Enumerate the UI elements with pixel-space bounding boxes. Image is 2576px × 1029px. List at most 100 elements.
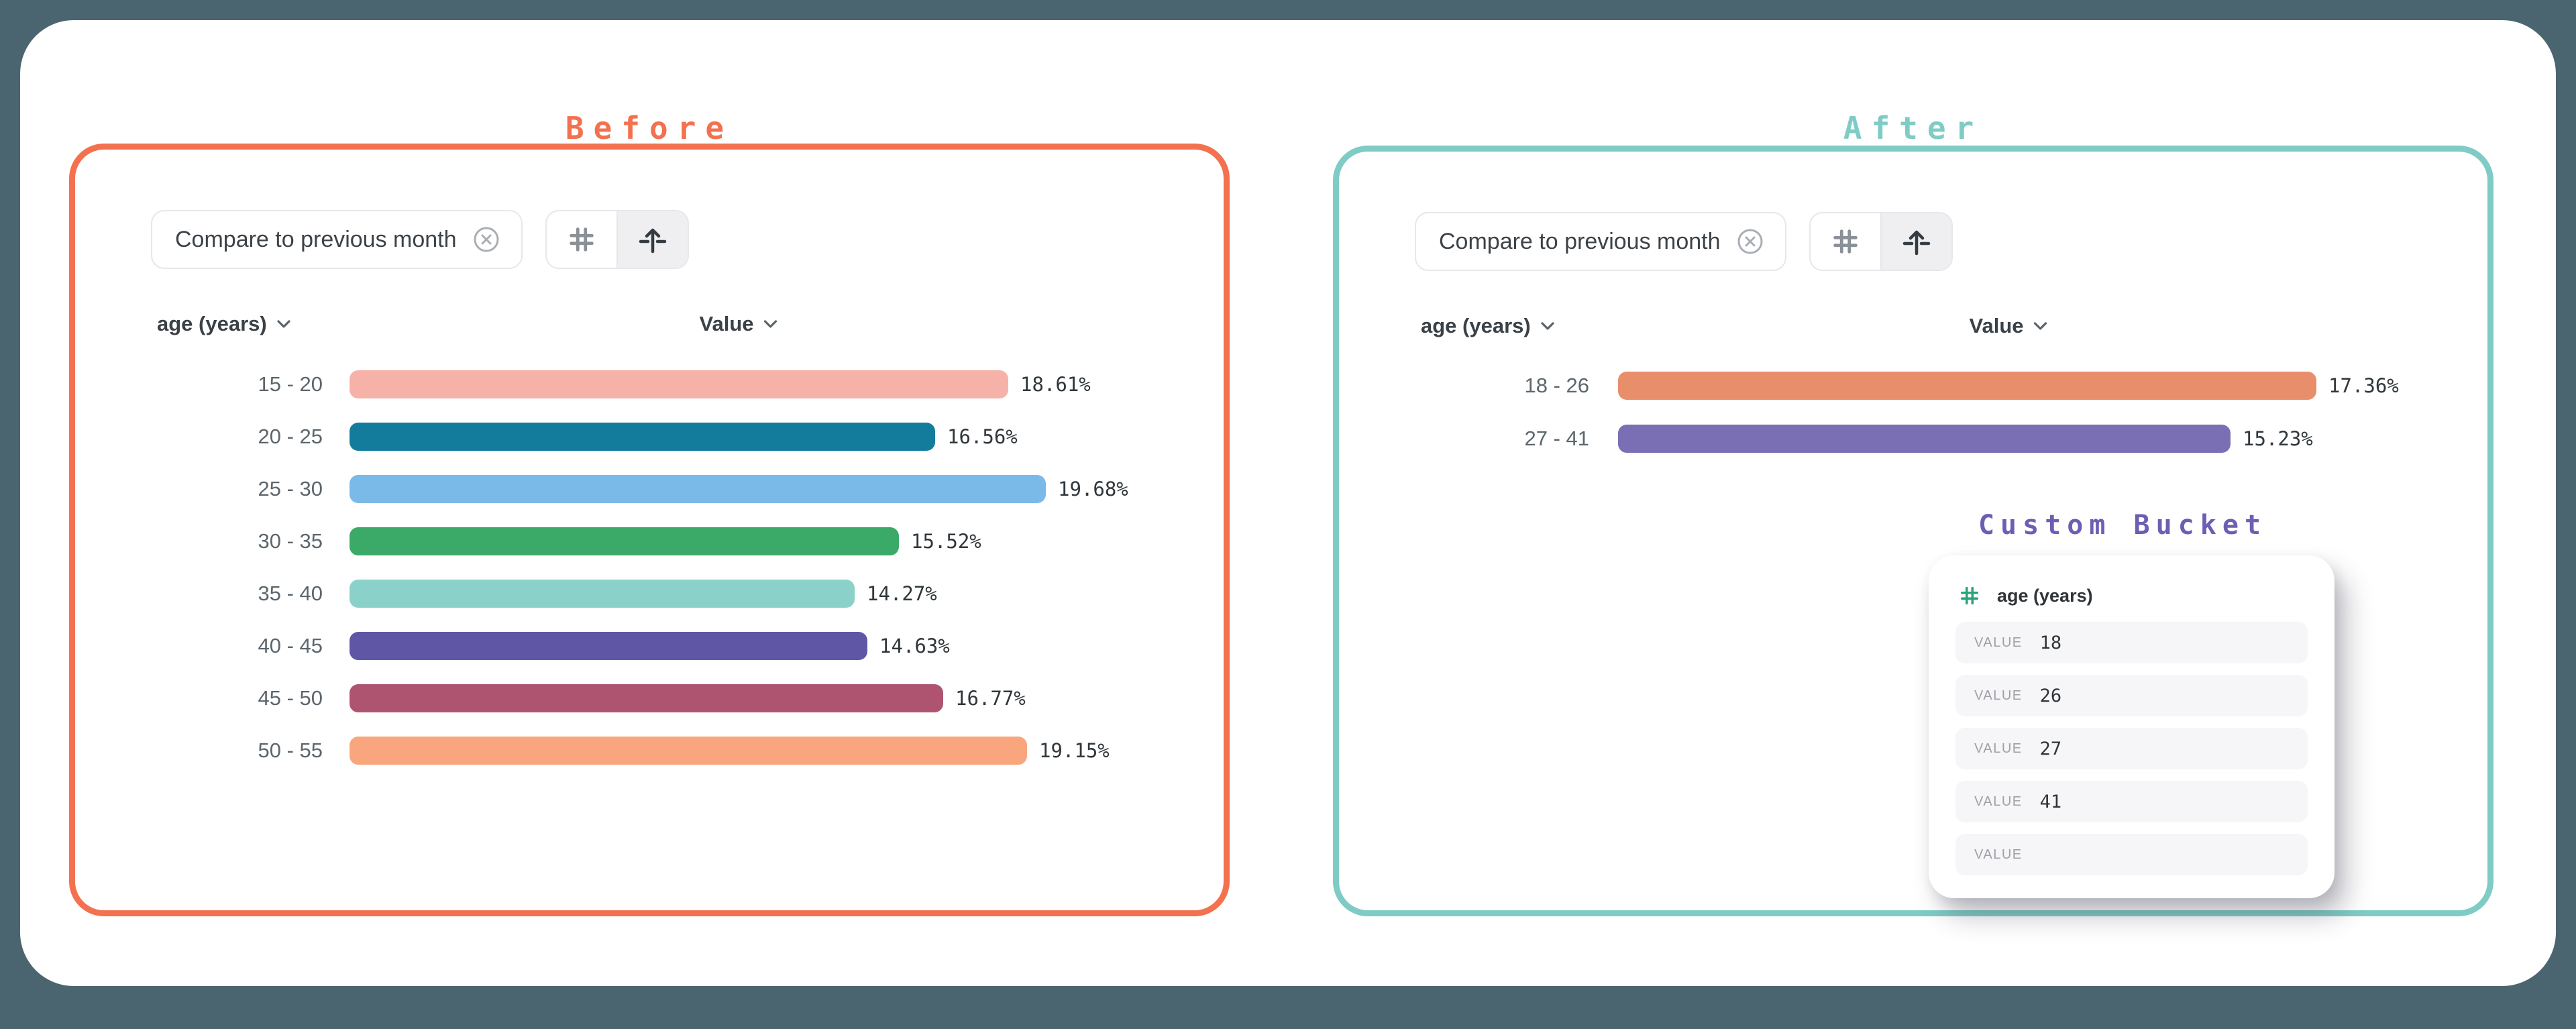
before-bar-chart: 15 - 20 18.61% 20 - 25 16.56% 25 - 30 19.68% 3… (75, 370, 1224, 765)
chart-row: 35 - 40 14.27% (75, 580, 1224, 608)
bucket-value-input[interactable]: VALUE 26 (1955, 675, 2308, 716)
bar-value-label: 15.52% (911, 530, 981, 553)
bar-value-label: 15.23% (2243, 427, 2313, 450)
bucket-arrow-icon (637, 223, 669, 256)
category-label: 30 - 35 (258, 529, 323, 553)
after-title: After (1843, 110, 1984, 147)
bar[interactable] (350, 370, 1008, 398)
bucket-value-input[interactable]: VALUE 41 (1955, 781, 2308, 822)
bar[interactable] (350, 737, 1027, 765)
bar-value-label: 18.61% (1020, 373, 1091, 396)
category-label: 18 - 26 (1524, 374, 1589, 397)
value-column-header[interactable]: Value (1970, 314, 2048, 338)
chart-row: 30 - 35 15.52% (75, 527, 1224, 555)
bucket-value-input-value: 27 (2039, 738, 2062, 759)
dimension-column-header[interactable]: age (years) (157, 312, 291, 336)
bucket-value-input-value: 26 (2039, 685, 2062, 706)
category-label: 27 - 41 (1524, 427, 1589, 450)
after-bar-chart: 18 - 26 17.36% 27 - 41 15.23% (1339, 372, 2487, 453)
bucket-value-input-label: VALUE (1974, 635, 2023, 650)
chevron-down-icon (763, 319, 778, 329)
bar[interactable] (350, 632, 867, 660)
numeric-mode-button[interactable] (1811, 213, 1880, 270)
chart-row: 45 - 50 16.77% (75, 684, 1224, 712)
before-section: Before Compare to previous month (69, 20, 1230, 986)
bar-value-label: 14.63% (879, 635, 950, 657)
category-label: 35 - 40 (258, 582, 323, 605)
bucket-value-input-label: VALUE (1974, 794, 2023, 809)
chart-row: 40 - 45 14.63% (75, 632, 1224, 660)
filter-chip-label: Compare to previous month (1439, 228, 1721, 254)
chevron-down-icon (276, 319, 291, 329)
bucket-arrow-icon (1900, 225, 1933, 258)
category-label: 40 - 45 (258, 634, 323, 657)
circled-x-icon[interactable] (1735, 227, 1765, 256)
bar-value-label: 17.36% (2328, 374, 2399, 397)
chevron-down-icon (2033, 321, 2048, 331)
custom-bucket-field: age (years) (1958, 581, 2308, 610)
dimension-column-header[interactable]: age (years) (1421, 314, 1555, 338)
bucket-value-input-label: VALUE (1974, 847, 2023, 862)
custom-bucket-field-label: age (years) (1997, 585, 2093, 606)
bar[interactable] (1618, 425, 2231, 453)
custom-bucket-rows: VALUE 18 VALUE 26 VALUE 27 VALUE 41 VALUE (1955, 622, 2308, 875)
category-label: 20 - 25 (258, 425, 323, 448)
bar[interactable] (350, 580, 855, 608)
filter-chip[interactable]: Compare to previous month (1415, 212, 1786, 271)
value-column-label: Value (1969, 314, 2024, 337)
chart-row: 50 - 55 19.15% (75, 737, 1224, 765)
bar-value-label: 19.68% (1058, 478, 1128, 500)
bucket-value-input-label: VALUE (1974, 688, 2023, 703)
bar[interactable] (1618, 372, 2316, 400)
custom-bucket-popup: age (years) VALUE 18 VALUE 26 VALUE 27 VALUE 41… (1929, 555, 2334, 898)
chart-row: 25 - 30 19.68% (75, 475, 1224, 503)
hash-icon (1830, 226, 1861, 257)
before-title: Before (565, 110, 734, 147)
content-card: Before Compare to previous month (20, 20, 2556, 986)
numeric-mode-button[interactable] (547, 211, 616, 268)
chevron-down-icon (1540, 321, 1555, 331)
bar-value-label: 16.77% (955, 687, 1026, 710)
bucket-value-input-value: 18 (2039, 632, 2062, 653)
chart-row: 27 - 41 15.23% (1339, 425, 2487, 453)
filter-chip[interactable]: Compare to previous month (151, 210, 523, 269)
bucket-mode-toggle (545, 210, 689, 269)
value-column-label: Value (699, 312, 754, 335)
before-toolbar: Compare to previous month (151, 210, 689, 269)
circled-x-icon[interactable] (472, 225, 501, 254)
category-label: 25 - 30 (258, 477, 323, 500)
bucket-mode-toggle (1809, 212, 1953, 271)
bucket-value-input[interactable]: VALUE (1955, 834, 2308, 875)
chart-row: 20 - 25 16.56% (75, 423, 1224, 451)
dimension-column-label: age (years) (157, 312, 267, 335)
chart-row: 18 - 26 17.36% (1339, 372, 2487, 400)
bucket-value-input[interactable]: VALUE 27 (1955, 728, 2308, 769)
bar[interactable] (350, 475, 1046, 503)
after-section: After Compare to previous month (1333, 20, 2493, 986)
dimension-column-label: age (years) (1421, 314, 1531, 337)
category-label: 45 - 50 (258, 686, 323, 710)
custom-bucket-mode-button[interactable] (616, 211, 688, 268)
bucket-value-input[interactable]: VALUE 18 (1955, 622, 2308, 663)
bar-value-label: 19.15% (1039, 739, 1110, 762)
bucket-value-input-value: 41 (2039, 791, 2062, 812)
bar[interactable] (350, 527, 899, 555)
after-panel: Compare to previous month (1333, 146, 2493, 916)
bar[interactable] (350, 423, 935, 451)
custom-bucket-title: Custom Bucket (1978, 510, 2267, 541)
bucket-value-input-label: VALUE (1974, 741, 2023, 756)
hash-icon (1958, 584, 1981, 607)
before-panel: Compare to previous month (69, 144, 1230, 916)
bar[interactable] (350, 684, 943, 712)
hash-icon (566, 224, 597, 255)
category-label: 50 - 55 (258, 739, 323, 762)
bar-value-label: 14.27% (867, 582, 937, 605)
custom-bucket-mode-button[interactable] (1880, 213, 1951, 270)
filter-chip-label: Compare to previous month (175, 226, 457, 252)
chart-row: 15 - 20 18.61% (75, 370, 1224, 398)
value-column-header[interactable]: Value (700, 312, 778, 336)
after-toolbar: Compare to previous month (1415, 212, 1953, 271)
category-label: 15 - 20 (258, 372, 323, 396)
bar-value-label: 16.56% (947, 425, 1018, 448)
